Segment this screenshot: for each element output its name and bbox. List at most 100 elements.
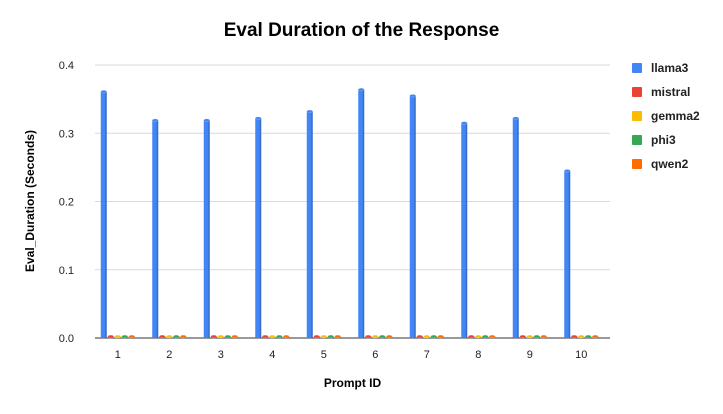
bar-cap — [564, 169, 571, 173]
bar-shade — [259, 118, 262, 338]
bar-cap — [334, 334, 341, 339]
bar-cap — [365, 334, 372, 339]
bar-cap — [482, 334, 489, 339]
legend-swatch — [632, 111, 642, 121]
bar-cap — [512, 116, 519, 120]
bar-cap — [386, 334, 393, 339]
x-tick-label: 7 — [424, 349, 430, 361]
bar-cap — [592, 334, 599, 339]
chart-title: Eval Duration of the Response — [223, 20, 500, 41]
legend-label: mistral — [651, 85, 691, 99]
legend-label: qwen2 — [651, 157, 689, 171]
bar-cap — [128, 334, 135, 339]
bar-shade — [517, 118, 519, 338]
bar-cap — [100, 89, 107, 94]
legend: llama3 mistral gemma2 phi3 qwen2 — [632, 56, 700, 176]
bar — [100, 91, 107, 339]
bar-cap — [231, 334, 238, 339]
bar-cap — [416, 334, 423, 339]
bar-cap — [437, 334, 444, 339]
bar-cap — [409, 94, 416, 98]
x-tick-label: 9 — [527, 349, 533, 361]
legend-label: gemma2 — [651, 109, 700, 123]
bar-shade — [362, 89, 365, 338]
bar-cap — [475, 334, 482, 339]
legend-swatch — [632, 135, 642, 145]
bar-cap — [313, 334, 320, 339]
y-tick-label: 0.3 — [59, 128, 74, 140]
bar — [564, 170, 571, 338]
bar-cap — [519, 334, 526, 339]
bar-cap — [180, 334, 187, 339]
legend-item: mistral — [632, 80, 700, 104]
bar-shade — [414, 95, 416, 339]
bar-cap — [320, 334, 327, 339]
bar-cap — [121, 334, 128, 339]
legend-item: phi3 — [632, 128, 700, 152]
bar-cap — [430, 334, 437, 339]
bar-cap — [217, 334, 224, 339]
bar-cap — [423, 334, 430, 339]
bar-cap — [283, 334, 290, 339]
bar-cap — [262, 334, 269, 339]
y-tick-label: 0.0 — [59, 333, 74, 345]
bar-cap — [159, 334, 166, 339]
legend-swatch — [632, 159, 642, 169]
bar-shade — [105, 91, 107, 339]
bar-cap — [107, 334, 114, 339]
bar-cap — [461, 121, 468, 125]
legend-item: gemma2 — [632, 104, 700, 128]
bar-cap — [203, 118, 210, 122]
x-tick-label: 4 — [269, 349, 275, 361]
bar-cap — [379, 334, 386, 339]
bar-cap — [571, 334, 578, 339]
bar-cap — [152, 118, 159, 122]
bar-cap — [210, 334, 217, 339]
bar-cap — [468, 334, 475, 339]
bar-shade — [208, 120, 210, 338]
x-tick-label: 10 — [575, 349, 587, 361]
bar-shade — [156, 120, 159, 338]
x-tick-label: 8 — [475, 349, 481, 361]
bar — [152, 120, 159, 338]
bar-cap — [276, 334, 283, 339]
bar — [255, 118, 262, 338]
legend-label: phi3 — [651, 133, 676, 147]
bar-shade — [465, 123, 468, 338]
legend-label: llama3 — [651, 61, 689, 75]
bar-cap — [372, 334, 379, 339]
legend-swatch — [632, 63, 642, 73]
y-tick-label: 0.1 — [59, 265, 74, 277]
bar-cap — [269, 334, 276, 339]
bar-cap — [327, 334, 334, 339]
bar — [461, 123, 468, 338]
bar-cap — [114, 334, 121, 339]
x-tick-label: 1 — [115, 349, 121, 361]
x-tick-label: 3 — [218, 349, 224, 361]
bar-cap — [578, 334, 585, 339]
legend-item: llama3 — [632, 56, 700, 80]
bar-cap — [306, 109, 313, 114]
bar-shade — [568, 170, 571, 338]
x-axis-label: Prompt ID — [323, 376, 382, 390]
bar-cap — [358, 87, 365, 92]
bar-cap — [224, 334, 231, 339]
bar-cap — [526, 334, 533, 339]
bar-cap — [166, 334, 173, 339]
bar-cap — [585, 334, 592, 339]
bar — [203, 120, 210, 338]
bar-cap — [533, 334, 540, 339]
bar — [409, 95, 416, 339]
y-tick-label: 0.4 — [59, 60, 74, 72]
bar — [512, 118, 519, 338]
bar-cap — [489, 334, 496, 339]
bar-shade — [311, 111, 313, 338]
x-tick-label: 5 — [321, 349, 327, 361]
bar-cap — [173, 334, 180, 339]
y-tick-label: 0.2 — [59, 197, 74, 209]
x-tick-label: 6 — [372, 349, 378, 361]
bar — [306, 111, 313, 338]
bar — [358, 89, 365, 338]
